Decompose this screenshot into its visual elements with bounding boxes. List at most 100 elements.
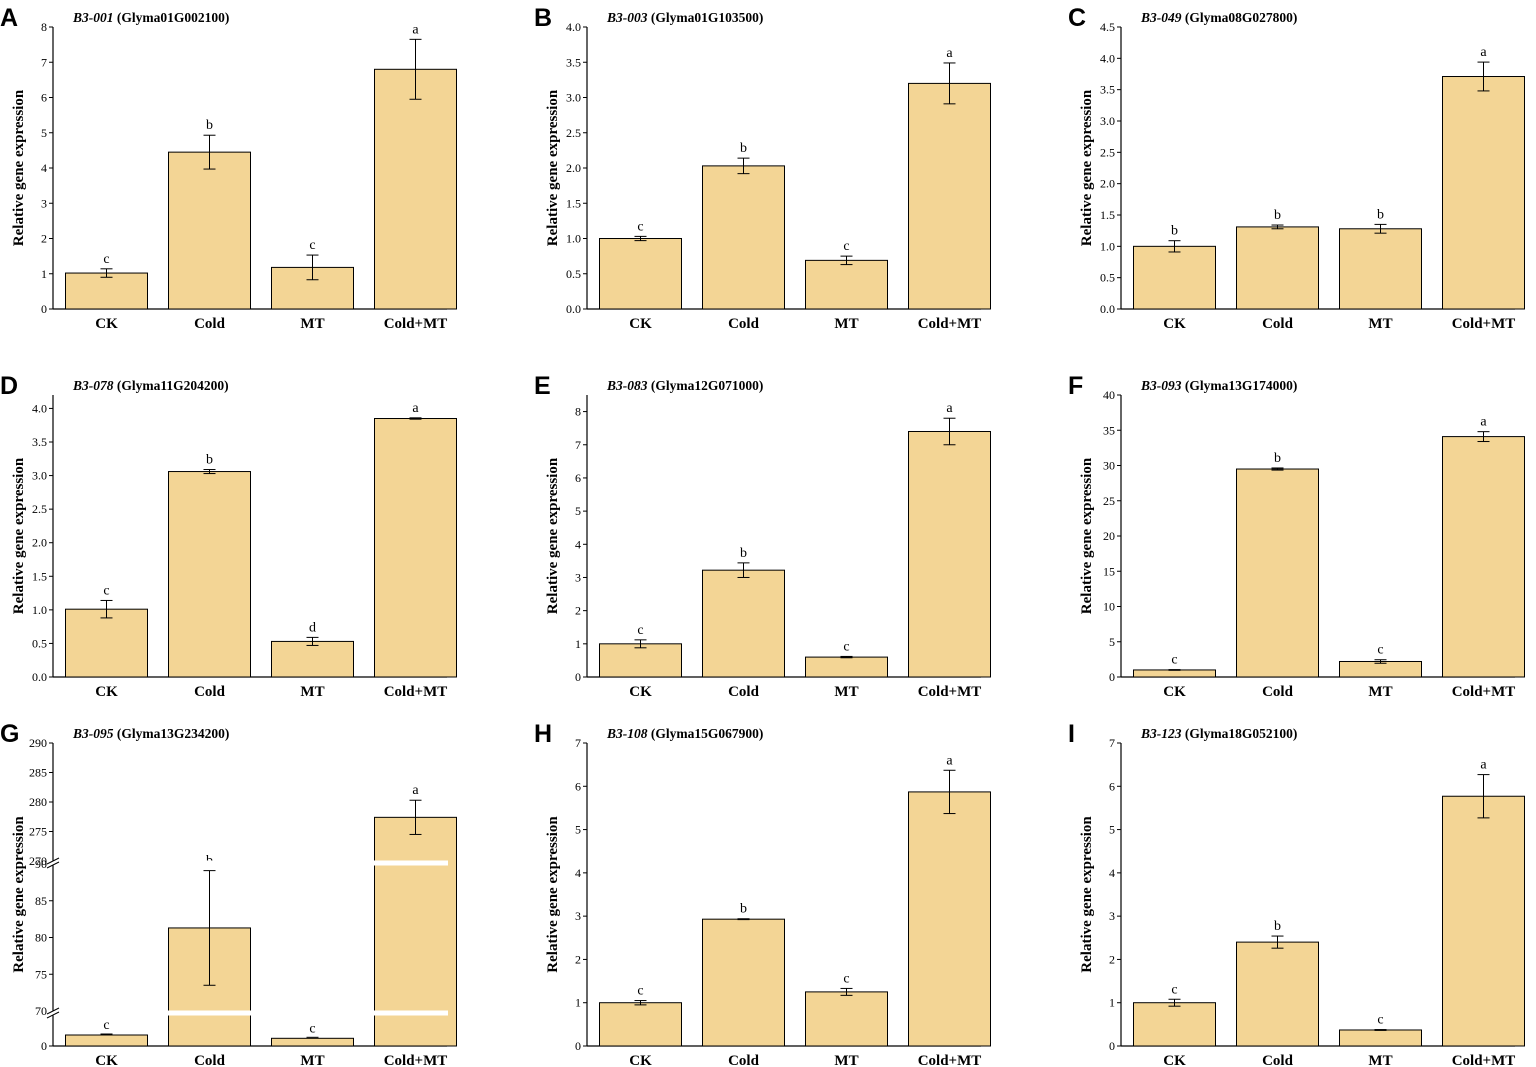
y-tick-label: 1.0 [566,232,581,246]
panel-H: H B3-108 (Glyma15G067900) Relative gene ex… [534,720,991,1067]
bar [65,608,148,678]
y-tick-label: 40 [1103,388,1115,402]
y-tick-label: 6 [1109,779,1115,793]
y-tick-label: 8 [575,405,581,419]
panel-label: H [534,720,552,748]
axis-break-mark [46,861,60,869]
x-tick-label: CK [95,1053,118,1067]
x-tick-label: Cold [728,1053,760,1067]
y-tick-label: 290 [29,736,47,750]
axis-break-mark [46,1007,60,1015]
significance-letter: c [843,971,849,986]
y-axis-label: Relative gene expression [545,457,561,614]
x-tick-label: MT [300,316,324,332]
bar [1442,795,1525,1047]
panel-title: B3-123 (Glyma18G052100) [1140,726,1297,741]
x-tick-label: Cold+MT [1452,316,1516,332]
significance-letter: c [309,238,315,253]
y-tick-label: 4.0 [566,20,581,34]
significance-letter: c [843,239,849,254]
significance-letter: b [740,902,747,917]
gene-id: (Glyma13G174000) [1182,378,1298,393]
gene-name: B3-049 [1140,10,1182,25]
bar [65,1034,148,1047]
significance-letter: b [740,141,747,156]
y-tick-label: 3.5 [1100,83,1115,97]
y-tick-label: 1.5 [1100,208,1115,222]
y-tick-label: 90 [35,857,47,871]
gene-name: B3-108 [606,726,648,741]
y-tick-label: 0.5 [32,636,47,650]
y-tick-label: 6 [575,779,581,793]
y-tick-label: 85 [35,894,47,908]
bar [805,656,888,678]
y-tick-label: 3.0 [566,91,581,105]
x-tick-label: Cold [1262,316,1294,332]
x-tick-label: MT [300,1053,324,1067]
bar [702,165,785,310]
y-tick-label: 0.5 [566,267,581,281]
y-tick-label: 2.0 [1100,177,1115,191]
significance-letter: b [1274,208,1281,223]
significance-letter: c [1377,1013,1383,1028]
axis-break-gap [48,860,448,866]
significance-letter: a [946,46,953,61]
x-tick-label: MT [1368,316,1392,332]
significance-letter: c [1377,643,1383,658]
x-tick-label: MT [1368,684,1392,700]
significance-letter: c [1171,653,1177,668]
axis-break-mark [46,1011,60,1019]
y-tick-label: 3.0 [32,469,47,483]
significance-letter: c [637,219,643,234]
y-axis-label: Relative gene expression [1079,89,1095,246]
y-tick-label: 4.0 [32,401,47,415]
y-axis-label: Relative gene expression [1079,457,1095,614]
panel-A: A B3-001 (Glyma01G002100) Relative gene ex… [0,4,457,332]
bar [805,991,888,1047]
y-tick-label: 7 [575,736,581,750]
panel-label: B [534,4,552,32]
significance-letter: b [1274,451,1281,466]
significance-letter: a [1480,415,1487,430]
y-tick-label: 280 [29,795,47,809]
gene-id: (Glyma13G234200) [114,726,230,741]
significance-letter: c [309,1021,315,1036]
significance-letter: b [206,453,213,468]
axis-break-gap [48,1010,448,1016]
y-tick-label: 4 [41,161,47,175]
significance-letter: d [309,620,316,635]
x-tick-label: MT [834,316,858,332]
bar [1236,226,1319,310]
y-tick-label: 5 [41,126,47,140]
significance-letter: a [412,22,419,37]
significance-letter: c [637,623,643,638]
y-tick-label: 2 [1109,952,1115,966]
y-tick-label: 0.5 [1100,271,1115,285]
y-tick-label: 75 [35,967,47,981]
bar [702,918,785,1047]
bar [908,430,991,678]
gene-name: B3-123 [1140,726,1182,741]
significance-letter: b [1274,919,1281,934]
bar [599,643,682,678]
y-tick-label: 1.0 [32,603,47,617]
x-tick-label: Cold+MT [1452,1053,1516,1067]
x-tick-label: Cold [1262,1053,1294,1067]
y-tick-label: 4 [575,866,581,880]
panel-C: C B3-049 (Glyma08G027800) Relative gene ex… [1068,4,1525,332]
y-tick-label: 3 [575,909,581,923]
panel-label: A [0,4,18,32]
x-tick-label: CK [95,684,118,700]
panel-D: D B3-078 (Glyma11G204200) Relative gene ex… [0,372,457,700]
panel-label: E [534,372,551,400]
panel-B: B B3-003 (Glyma01G103500) Relative gene ex… [534,4,991,332]
y-tick-label: 2.5 [566,126,581,140]
significance-letter: a [412,401,419,416]
significance-letter: c [1171,982,1177,997]
y-tick-label: 1 [41,267,47,281]
significance-letter: b [206,118,213,133]
y-tick-label: 2.5 [32,502,47,516]
bar [65,272,148,310]
y-tick-label: 1.5 [32,569,47,583]
